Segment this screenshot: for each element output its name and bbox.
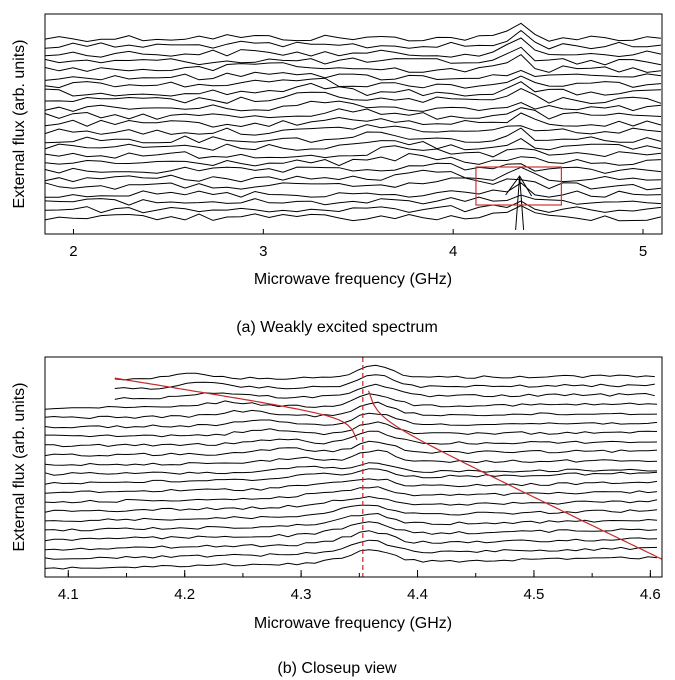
trace-b bbox=[44, 430, 658, 448]
x-axis-label-b: Microwave frequency (GHz) bbox=[254, 615, 452, 632]
trace-a bbox=[44, 37, 662, 58]
trace-a bbox=[44, 177, 662, 191]
trace-a bbox=[44, 69, 662, 81]
trace-b bbox=[44, 512, 658, 532]
trace-b bbox=[44, 530, 658, 551]
y-axis-label-a: External flux (arb. units) bbox=[11, 40, 28, 209]
x-tick-label-a: 4 bbox=[449, 243, 457, 260]
fit-curve-lower bbox=[114, 377, 358, 441]
trace-b bbox=[44, 521, 658, 542]
x-tick-label-a: 3 bbox=[259, 243, 267, 260]
y-axis-label-b: External flux (arb. units) bbox=[11, 383, 28, 552]
trace-a bbox=[44, 205, 662, 222]
caption-a: (a) Weakly excited spectrum bbox=[236, 319, 438, 336]
traces-b bbox=[44, 364, 658, 570]
trace-a bbox=[44, 124, 662, 136]
trace-a bbox=[44, 81, 662, 97]
trace-a bbox=[44, 29, 662, 50]
trace-b bbox=[44, 449, 658, 467]
trace-a bbox=[44, 87, 662, 105]
x-tick-label-b: 4.5 bbox=[524, 586, 545, 603]
trace-a bbox=[44, 112, 662, 128]
overlay-a bbox=[475, 166, 562, 206]
trace-a bbox=[44, 75, 662, 89]
resonance-spike-a bbox=[515, 175, 525, 231]
plot-frame-a bbox=[44, 13, 663, 235]
plot-frame-b bbox=[44, 356, 663, 578]
trace-b bbox=[114, 374, 655, 390]
caption-b: (b) Closeup view bbox=[277, 660, 397, 677]
trace-b bbox=[44, 401, 658, 420]
fit-curve-upper bbox=[368, 390, 663, 560]
trace-b bbox=[44, 486, 658, 504]
trace-b bbox=[114, 364, 655, 381]
trace-a bbox=[44, 22, 662, 43]
trace-b bbox=[44, 539, 658, 560]
overlay-b bbox=[114, 357, 663, 577]
trace-b bbox=[44, 478, 658, 494]
x-ticks-b: 4.1 4.2 4.3 4.4 4.5 4.6 bbox=[58, 570, 661, 603]
x-tick-label-a: 2 bbox=[69, 243, 77, 260]
x-tick-label-a: 5 bbox=[639, 243, 647, 260]
panel-a: 2 3 4 5 Microwave frequency (GHz) External … bbox=[11, 13, 663, 336]
trace-b bbox=[45, 421, 658, 438]
trace-a bbox=[44, 194, 662, 206]
trace-a bbox=[44, 107, 662, 120]
trace-b bbox=[44, 440, 658, 457]
trace-a bbox=[44, 100, 662, 112]
trace-a bbox=[44, 127, 662, 144]
trace-b bbox=[44, 549, 658, 570]
trace-b bbox=[44, 412, 658, 429]
trace-a bbox=[44, 200, 662, 214]
trace-a bbox=[44, 152, 662, 167]
x-ticks-a: 2 3 4 5 bbox=[69, 229, 647, 260]
x-axis-label-a: Microwave frequency (GHz) bbox=[254, 271, 452, 288]
trace-a bbox=[44, 166, 662, 183]
trace-a bbox=[44, 53, 662, 73]
trace-a bbox=[44, 145, 662, 159]
x-tick-label-b: 4.4 bbox=[407, 586, 428, 603]
trace-a bbox=[44, 138, 662, 151]
trace-b bbox=[44, 393, 658, 410]
trace-a bbox=[44, 162, 662, 174]
trace-a bbox=[44, 182, 662, 198]
trace-b bbox=[44, 495, 658, 513]
traces-a bbox=[44, 22, 662, 231]
x-tick-label-b: 4.1 bbox=[58, 586, 79, 603]
trace-b bbox=[44, 504, 658, 523]
x-tick-label-b: 4.6 bbox=[640, 586, 661, 603]
trace-a bbox=[44, 46, 662, 66]
panel-b: 4.1 4.2 4.3 4.4 4.5 4.6 Microwave frequency (… bbox=[11, 356, 663, 677]
x-tick-label-b: 4.3 bbox=[291, 586, 312, 603]
trace-b bbox=[44, 462, 658, 476]
highlight-box bbox=[475, 166, 562, 206]
trace-b bbox=[44, 468, 658, 485]
x-tick-label-b: 4.2 bbox=[174, 586, 195, 603]
